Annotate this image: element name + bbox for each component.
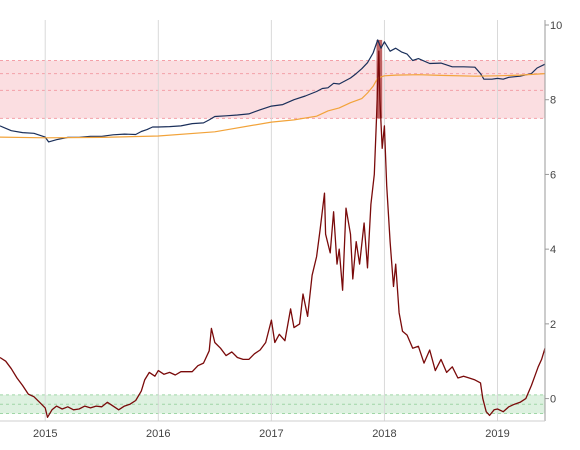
series-line-oscillator <box>0 50 546 418</box>
x-tick-label: 2017 <box>259 428 283 440</box>
band-upper <box>0 60 545 119</box>
x-tick-label: 2019 <box>485 428 509 440</box>
y-tick-label: 0 <box>550 394 556 406</box>
axis-layer: 2015 2016 2017 2018 2019 0 2 4 6 8 10 <box>0 20 562 440</box>
x-tick-label: 2015 <box>33 428 57 440</box>
y-tick-label: 10 <box>550 20 562 32</box>
band-layer <box>0 59 545 415</box>
x-tick-label: 2016 <box>146 428 170 440</box>
y-tick-label: 2 <box>550 319 556 331</box>
series-line-upper_price <box>0 39 546 143</box>
series-line-upper_trend <box>0 73 546 139</box>
x-tick-label: 2018 <box>372 428 396 440</box>
grid-layer <box>44 20 499 421</box>
y-tick-label: 6 <box>550 169 556 181</box>
y-tick-label: 4 <box>550 244 556 256</box>
y-tick-label: 8 <box>550 95 556 107</box>
series-layer <box>0 39 546 418</box>
